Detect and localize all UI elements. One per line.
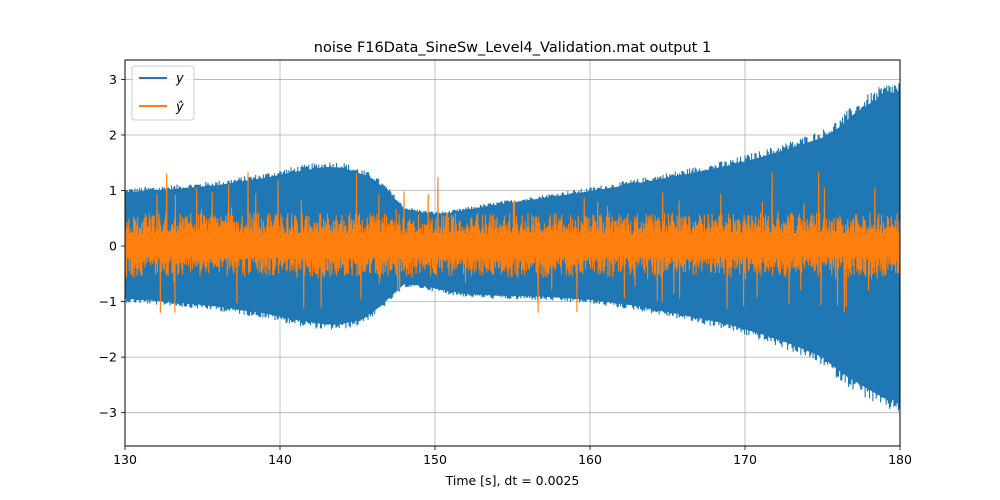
plot-frame <box>124 59 901 447</box>
plot-series-layer <box>125 83 900 411</box>
series-y-line <box>125 83 900 411</box>
x-axis-label: Time [s], dt = 0.0025 <box>445 473 580 488</box>
y-tick-label: 0 <box>109 239 117 254</box>
y-tick-label: −1 <box>99 294 117 309</box>
y-axis: −3 −2 −1 0 1 2 3 <box>99 72 125 420</box>
chart-title: noise F16Data_SineSw_Level4_Validation.m… <box>314 40 711 56</box>
x-tick-label: 170 <box>733 452 757 467</box>
x-tick-label: 150 <box>423 452 447 467</box>
legend: y ŷ <box>131 65 195 121</box>
legend-label-yhat: ŷ <box>175 100 184 115</box>
x-tick-label: 160 <box>578 452 602 467</box>
legend-label-y: y <box>175 72 184 87</box>
y-tick-label: 3 <box>109 72 117 87</box>
y-tick-label: −2 <box>99 350 117 365</box>
y-tick-label: 2 <box>109 127 117 142</box>
x-tick-label: 180 <box>888 452 912 467</box>
legend-box <box>131 65 195 121</box>
series-yhat-line <box>125 171 900 313</box>
x-axis: 130 140 150 160 170 180 <box>113 446 912 467</box>
y-tick-label: 1 <box>109 183 117 198</box>
y-tick-label: −3 <box>99 405 117 420</box>
x-tick-label: 140 <box>268 452 292 467</box>
x-tick-label: 130 <box>113 452 137 467</box>
